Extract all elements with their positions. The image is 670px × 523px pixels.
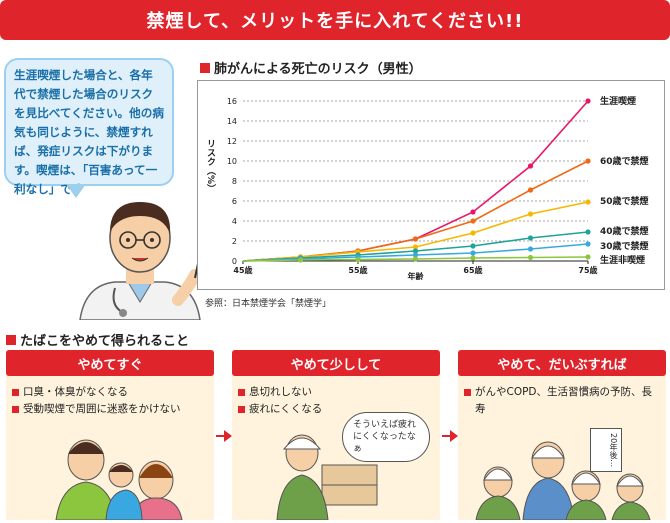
worker-speech-bubble: そういえば疲れにくくなったなぁ [342, 412, 430, 462]
list-item-text: 受動喫煙で周囲に迷惑をかけない [23, 403, 181, 415]
data-point [585, 98, 591, 104]
bubble-tail [66, 184, 86, 198]
series-label: 50歳で禁煙 [600, 195, 649, 207]
data-point [412, 256, 419, 262]
data-point [585, 241, 591, 247]
data-point [412, 252, 419, 258]
data-point [470, 250, 476, 256]
card-title: やめてすぐ [6, 350, 214, 376]
card-title: やめて少しして [232, 350, 440, 376]
worker-illustration [276, 434, 378, 520]
doctor-speech-bubble: 生涯喫煙した場合と、各年代で禁煙した場合のリスクを見比べてください。他の病気も同… [4, 58, 174, 196]
x-tick-label: 55歳 [348, 265, 367, 275]
bubble-text: 生涯喫煙した場合と、各年代で禁煙した場合のリスクを見比べてください。他の病気も同… [14, 68, 164, 196]
data-point [412, 244, 419, 250]
data-point [527, 187, 534, 193]
workers-group-illustration [475, 441, 651, 520]
page-banner: 禁煙して、メリットを手に入れてください!! [0, 0, 670, 40]
data-point [585, 254, 591, 260]
y-tick-label: 8 [232, 177, 237, 186]
series-label: 60歳で禁煙 [600, 155, 649, 167]
doctor-illustration [79, 202, 209, 320]
chart-title: 肺がんによる死亡のリスク（男性） [214, 62, 422, 77]
series-label: 30歳で禁煙 [600, 240, 649, 252]
series-label: 生涯非喫煙 [600, 254, 645, 266]
worker-speech-text: そういえば疲れにくくなったなぁ [353, 420, 417, 454]
card-title: やめて、だいぶすれば [458, 350, 666, 376]
list-item: 口臭・体臭がなくなる [12, 384, 208, 401]
family-illustration [55, 439, 183, 520]
series-label: 40歳で禁煙 [600, 225, 649, 237]
x-tick-label: 45歳 [233, 265, 252, 275]
list-item-text: 疲れにくくなる [249, 403, 323, 415]
section-bullet-icon [6, 334, 16, 345]
x-axis-label: 年齢 [408, 271, 425, 281]
data-point [297, 257, 304, 263]
y-tick-label: 16 [227, 97, 237, 106]
y-tick-label: 14 [227, 117, 237, 126]
y-axis-label: リスク（%） [205, 139, 217, 193]
banner-title: 禁煙して、メリットを手に入れてください!! [146, 11, 524, 32]
list-item-text: 息切れしない [249, 386, 312, 398]
benefits-section-title: たばこをやめて得られること [6, 330, 189, 349]
data-point [527, 211, 534, 217]
card-long-term: やめて、だいぶすれば がんやCOPD、生活習慣病の予防、長寿 20年後… [458, 350, 666, 520]
data-point [585, 199, 591, 205]
arrow-line [442, 435, 452, 437]
section-bullet-icon [200, 62, 210, 73]
y-tick-label: 2 [232, 237, 237, 246]
x-tick-label: 65歳 [463, 265, 482, 275]
y-tick-label: 10 [227, 157, 237, 166]
data-point [527, 246, 534, 252]
chart-section-title: 肺がんによる死亡のリスク（男性） [200, 58, 422, 77]
data-point [585, 229, 591, 235]
list-item: 疲れにくくなる [238, 401, 434, 418]
y-tick-label: 12 [227, 137, 237, 146]
y-tick-label: 4 [232, 217, 237, 226]
sign-text: 20年後… [609, 432, 618, 468]
list-item-text: がんやCOPD、生活習慣病の予防、長寿 [475, 386, 653, 415]
data-point [470, 230, 476, 236]
arrow-line [216, 435, 226, 437]
data-point [470, 255, 476, 261]
chart-frame: 0 2 4 6 8 10 12 14 16 45歳 55歳 65歳 75歳年齢 リスク（%） 生涯喫煙 60歳… [197, 80, 665, 290]
list-item: 受動喫煙で周囲に迷惑をかけない [12, 401, 208, 418]
data-point [527, 235, 534, 241]
data-point [527, 254, 534, 261]
data-point [470, 218, 476, 224]
data-point [412, 236, 419, 242]
benefits-title: たばこをやめて得られること [20, 334, 190, 349]
list-item: 息切れしない [238, 384, 434, 401]
data-point [412, 248, 419, 254]
data-point [585, 158, 591, 164]
x-tick-label: 75歳 [578, 265, 597, 275]
list-item: がんやCOPD、生活習慣病の予防、長寿 [464, 384, 660, 418]
series-label: 生涯喫煙 [600, 95, 636, 107]
data-point [527, 163, 534, 169]
chart-source: 参照：日本禁煙学会「禁煙学」 [205, 299, 332, 309]
y-tick-label: 0 [232, 257, 237, 266]
data-point [355, 256, 361, 263]
y-tick-label: 6 [232, 197, 237, 206]
right-arrow-icon [224, 430, 232, 442]
card-after-a-while: やめて少しして 息切れしない 疲れにくくなる そういえば疲れにくくなったなぁ [232, 350, 440, 520]
data-point [470, 209, 476, 215]
card-immediately: やめてすぐ 口臭・体臭がなくなる 受動喫煙で周囲に迷惑をかけない [6, 350, 214, 520]
right-arrow-icon [450, 430, 458, 442]
data-point [470, 243, 476, 249]
sign-board: 20年後… [590, 428, 622, 472]
list-item-text: 口臭・体臭がなくなる [23, 386, 128, 398]
